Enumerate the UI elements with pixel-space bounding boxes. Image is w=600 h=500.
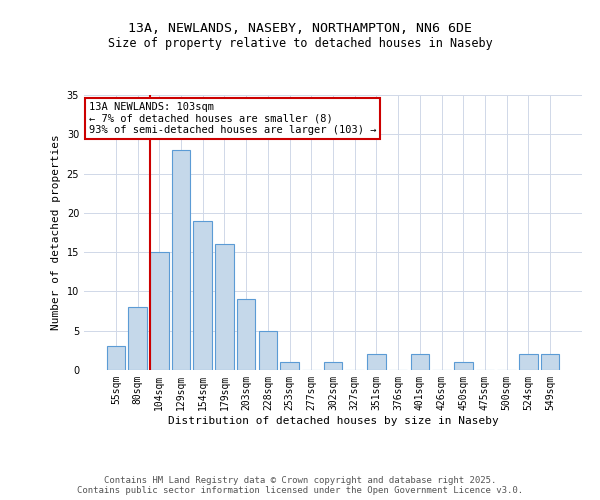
- Text: Size of property relative to detached houses in Naseby: Size of property relative to detached ho…: [107, 38, 493, 51]
- Bar: [193, 220, 212, 370]
- Bar: [215, 244, 233, 370]
- Y-axis label: Number of detached properties: Number of detached properties: [51, 134, 61, 330]
- Bar: [172, 150, 190, 370]
- Bar: [367, 354, 386, 370]
- Text: 13A NEWLANDS: 103sqm
← 7% of detached houses are smaller (8)
93% of semi-detache: 13A NEWLANDS: 103sqm ← 7% of detached ho…: [89, 102, 376, 135]
- Bar: [280, 362, 299, 370]
- Bar: [259, 330, 277, 370]
- Bar: [541, 354, 559, 370]
- Bar: [454, 362, 473, 370]
- X-axis label: Distribution of detached houses by size in Naseby: Distribution of detached houses by size …: [167, 416, 499, 426]
- Bar: [237, 300, 256, 370]
- Text: Contains HM Land Registry data © Crown copyright and database right 2025.
Contai: Contains HM Land Registry data © Crown c…: [77, 476, 523, 495]
- Text: 13A, NEWLANDS, NASEBY, NORTHAMPTON, NN6 6DE: 13A, NEWLANDS, NASEBY, NORTHAMPTON, NN6 …: [128, 22, 472, 36]
- Bar: [150, 252, 169, 370]
- Bar: [519, 354, 538, 370]
- Bar: [410, 354, 429, 370]
- Bar: [107, 346, 125, 370]
- Bar: [128, 307, 147, 370]
- Bar: [324, 362, 342, 370]
